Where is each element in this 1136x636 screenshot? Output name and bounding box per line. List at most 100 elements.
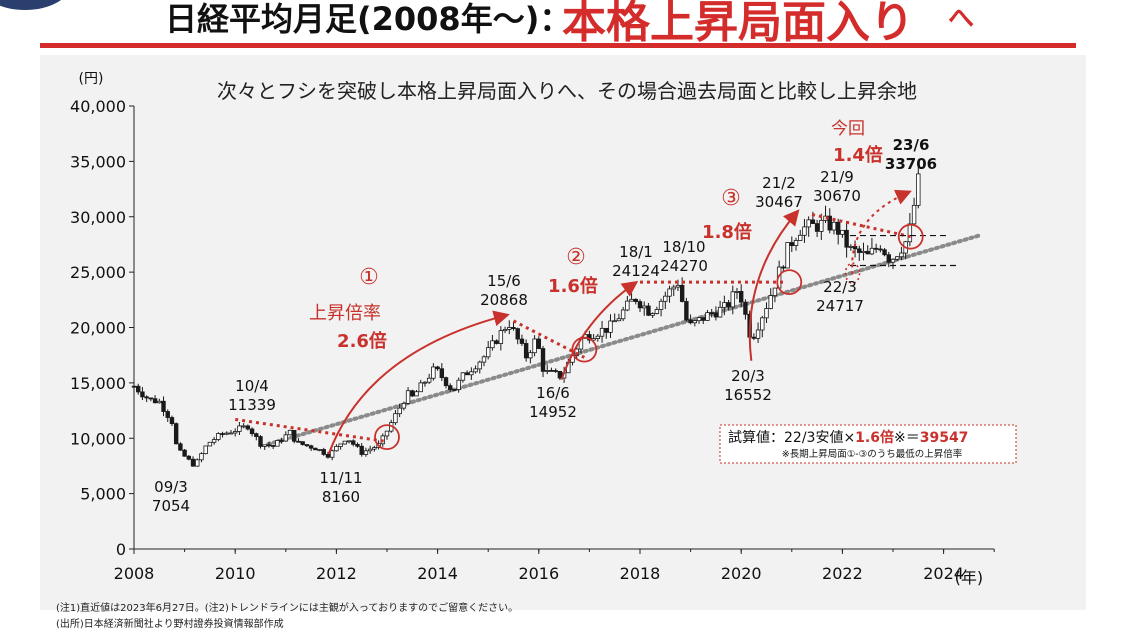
y-tick-label: 5,000 xyxy=(80,485,126,504)
candle-body xyxy=(519,338,525,344)
candle-body xyxy=(861,250,866,253)
candle-body xyxy=(498,330,504,344)
candle-body xyxy=(254,433,259,437)
candle-body xyxy=(895,256,900,260)
candle-body xyxy=(443,377,449,387)
long-term-trendline xyxy=(266,233,982,447)
label-1810-value: 24270 xyxy=(660,257,708,275)
candle-body xyxy=(911,204,917,225)
candle-body xyxy=(545,370,550,372)
candle-body xyxy=(405,390,411,404)
label-2003-date: 20/3 xyxy=(731,367,765,385)
candle-body xyxy=(755,329,761,339)
candle-body xyxy=(873,247,879,250)
candle-body xyxy=(772,287,778,296)
candle-body xyxy=(831,221,837,231)
y-tick-label: 40,000 xyxy=(70,97,126,116)
candle-body xyxy=(460,372,466,381)
phase-3-number: ③ xyxy=(721,186,741,211)
calc-sub-text: ※長期上昇局面①-③のうち最低の上昇倍率 xyxy=(782,448,963,460)
candle-body xyxy=(464,372,470,376)
candle-body xyxy=(384,430,390,437)
label-1111-value: 8160 xyxy=(322,488,360,506)
candle-body xyxy=(781,266,786,269)
candle-body xyxy=(152,398,158,404)
phase-2-number: ② xyxy=(566,245,586,270)
x-tick-label: 2024 xyxy=(923,564,964,583)
label-1801-date: 18/1 xyxy=(619,243,653,261)
candle-body xyxy=(456,379,461,390)
candle-body xyxy=(439,368,445,379)
rise-arrow xyxy=(851,189,912,275)
candle-body xyxy=(739,290,744,303)
y-tick-label: 30,000 xyxy=(70,208,126,227)
candle-body xyxy=(852,246,858,250)
candle-body xyxy=(393,413,398,424)
x-tick-label: 2012 xyxy=(316,564,357,583)
label-2203-date: 22/3 xyxy=(823,278,857,296)
calc-main-text: 試算値：22/3安値×1.6倍※＝39547 xyxy=(728,429,968,446)
rise-arrow xyxy=(327,310,510,455)
candle-body xyxy=(173,423,179,445)
candle-body xyxy=(279,440,284,442)
y-tick-label: 15,000 xyxy=(70,374,126,393)
candle-body xyxy=(148,397,154,400)
candle-body xyxy=(835,221,841,235)
candle-body xyxy=(304,444,310,447)
candle-body xyxy=(287,429,293,436)
label-1004-value: 11339 xyxy=(228,396,276,414)
candle-body xyxy=(397,407,402,415)
candle-body xyxy=(249,428,255,435)
candle-body xyxy=(840,229,845,235)
candle-body xyxy=(764,308,769,319)
candle-body xyxy=(241,425,246,428)
source-note: (出所)日本経済新聞社より野村證券投資情報部作成 xyxy=(56,619,284,630)
candle-body xyxy=(865,250,870,255)
label-1606-value: 14952 xyxy=(529,403,577,421)
candle-body xyxy=(806,219,811,228)
label-2306-value: 33706 xyxy=(885,155,937,173)
candle-body xyxy=(760,317,765,331)
candle-body xyxy=(452,389,457,391)
candle-body xyxy=(679,284,685,302)
candle-body xyxy=(789,242,794,246)
candle-body xyxy=(275,440,280,447)
candle-body xyxy=(136,385,141,393)
y-tick-label: 35,000 xyxy=(70,152,126,171)
candle-body xyxy=(140,391,145,398)
candle-body xyxy=(684,301,689,321)
candle-body xyxy=(692,320,698,324)
phase-3-multiple: 1.8倍 xyxy=(702,221,752,243)
candlestick-chart: 次々とフシを突破し本格上昇局面入りへ、その場合過去局面と比較し上昇余地 (円) (年… xyxy=(70,71,1017,587)
x-tick-label: 2008 xyxy=(114,564,155,583)
label-2109-value: 30670 xyxy=(813,187,861,205)
candle-body xyxy=(709,312,714,315)
candle-body xyxy=(907,223,913,243)
label-2109-date: 21/9 xyxy=(820,168,854,186)
candle-body xyxy=(211,439,217,443)
candle-body xyxy=(743,301,748,315)
candle-body xyxy=(232,431,238,434)
label-0903-value: 7054 xyxy=(152,497,190,515)
candle-body xyxy=(814,223,820,232)
candle-body xyxy=(878,248,883,251)
candle-body xyxy=(899,252,904,258)
candle-body xyxy=(258,436,263,447)
candle-body xyxy=(313,447,318,451)
candle-body xyxy=(431,366,436,379)
candle-body xyxy=(658,300,664,310)
candle-body xyxy=(422,381,428,384)
candle-body xyxy=(363,450,369,455)
y-axis-unit: (円) xyxy=(79,71,104,87)
candle-body xyxy=(701,317,706,321)
candle-body xyxy=(481,356,487,363)
candle-body xyxy=(300,441,305,445)
candle-body xyxy=(515,328,520,340)
candle-body xyxy=(857,248,862,253)
candle-body xyxy=(144,396,149,399)
candle-body xyxy=(625,300,630,311)
candle-body xyxy=(768,295,773,309)
phase-1-text: 上昇倍率 xyxy=(309,303,381,324)
candle-body xyxy=(165,411,170,418)
x-axis-unit: (年) xyxy=(955,568,984,587)
